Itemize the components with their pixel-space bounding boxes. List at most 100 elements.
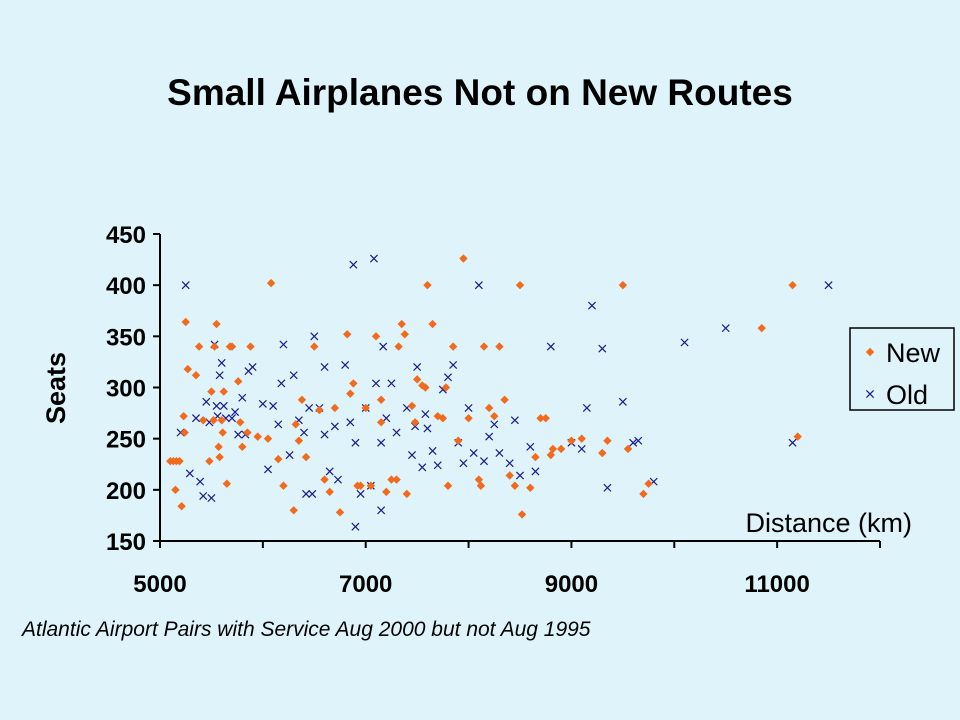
point-new [191,371,201,380]
point-old [392,428,401,437]
point-new [330,403,340,413]
point-new [238,442,247,452]
point-new [479,342,489,351]
point-old [330,422,339,431]
point-new [382,487,391,497]
point-old [526,442,535,451]
point-new [297,395,307,404]
point-old [418,463,427,472]
point-new [623,444,633,454]
point-old [721,324,730,333]
legend-label-old: Old [886,380,928,410]
point-new [556,444,566,454]
point-new [603,436,612,445]
point-new [315,405,324,415]
x-tick-label: 7000 [339,571,392,598]
point-new [179,411,188,421]
point-old [351,438,360,447]
point-new [392,475,401,484]
point-new [644,479,653,488]
chart-title: Small Airplanes Not on New Routes [167,72,793,113]
point-new [394,342,403,351]
point-old [263,465,273,474]
point-new [217,416,226,425]
point-old [464,403,473,412]
axis-ticks: 150 200 250 300 350 400 450 5000 7000 9000 11000 [106,222,881,598]
point-new [263,434,273,443]
point-new [294,436,304,445]
point-new [541,414,550,423]
chart-legend: New Old [849,327,955,411]
point-old [238,393,247,402]
point-old [207,493,216,503]
point-new [246,342,255,351]
x-tick-label: 11000 [744,571,809,598]
point-new [199,416,208,425]
point-new [459,254,468,263]
y-tick-label: 450 [106,222,146,249]
point-old [212,401,221,410]
point-old [289,371,298,380]
point-old [382,414,391,423]
legend-marker-new [865,347,875,357]
point-old [349,260,358,269]
point-new [400,330,409,339]
point-new [215,452,224,462]
point-new [194,342,204,351]
point-old [824,281,833,290]
point-old [279,340,288,349]
point-old [582,403,591,412]
point-old [474,281,483,290]
point-old [274,420,283,429]
point-old [577,444,586,453]
point-new [325,487,334,497]
point-old [603,483,612,492]
point-new [443,481,453,490]
point-new [177,502,186,511]
point-new [183,364,192,374]
point-new [356,481,365,490]
point-new [181,317,190,327]
point-old [449,360,458,370]
point-new [441,383,451,392]
point-old [546,342,555,351]
point-new [343,330,352,339]
point-old [258,399,267,408]
point-new [371,332,381,341]
point-new [526,483,535,492]
point-new [218,428,227,437]
point-old [269,401,278,410]
point-new [349,379,358,388]
point-old [377,506,386,515]
point-new [180,428,189,437]
point-old [423,424,432,433]
point-new [236,418,245,427]
point-new [291,420,300,429]
point-old [325,467,334,476]
point-new [495,342,504,351]
point-new [219,387,228,396]
point-old [285,451,294,460]
point-new [346,389,355,398]
point-new [376,418,386,427]
point-old [191,414,201,423]
point-new [335,508,345,517]
point-old [505,459,514,468]
point-new [577,434,586,443]
point-new [484,403,494,413]
point-old [219,401,228,410]
point-new [320,475,329,484]
point-old [469,448,478,458]
point-old [181,281,190,290]
point-new [243,428,252,437]
legend-label-new: New [886,338,941,368]
series-old [176,254,833,531]
point-old [346,418,355,427]
point-new [175,456,184,466]
point-old [618,397,627,406]
point-new [639,489,648,499]
point-old [788,438,797,447]
point-new [548,444,558,454]
point-new [510,481,520,490]
